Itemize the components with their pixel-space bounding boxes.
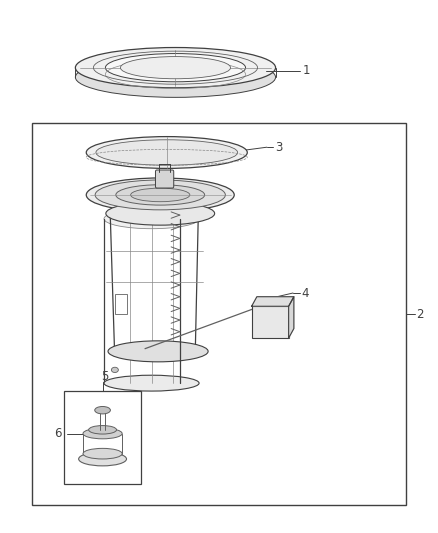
Ellipse shape bbox=[131, 188, 190, 201]
Text: 2: 2 bbox=[417, 308, 424, 321]
Text: 6: 6 bbox=[54, 427, 62, 440]
Polygon shape bbox=[289, 297, 294, 338]
Ellipse shape bbox=[88, 425, 117, 434]
Ellipse shape bbox=[95, 407, 110, 414]
Ellipse shape bbox=[104, 375, 199, 391]
Bar bbox=[64, 391, 141, 484]
Ellipse shape bbox=[104, 209, 199, 229]
Ellipse shape bbox=[96, 140, 238, 165]
Ellipse shape bbox=[108, 341, 208, 362]
Ellipse shape bbox=[111, 367, 118, 373]
Ellipse shape bbox=[95, 180, 226, 210]
Polygon shape bbox=[252, 297, 294, 306]
Text: 1: 1 bbox=[302, 64, 310, 77]
Ellipse shape bbox=[106, 53, 246, 82]
Text: 3: 3 bbox=[275, 141, 283, 154]
Ellipse shape bbox=[86, 178, 234, 212]
Bar bbox=[115, 294, 127, 314]
FancyBboxPatch shape bbox=[155, 170, 174, 188]
Ellipse shape bbox=[106, 202, 215, 225]
Ellipse shape bbox=[83, 448, 122, 459]
Ellipse shape bbox=[75, 47, 276, 88]
Ellipse shape bbox=[120, 56, 230, 79]
Ellipse shape bbox=[79, 452, 127, 466]
Ellipse shape bbox=[116, 185, 205, 205]
Ellipse shape bbox=[83, 428, 122, 439]
Bar bbox=[32, 123, 406, 505]
Text: 5: 5 bbox=[101, 370, 109, 383]
Text: 4: 4 bbox=[301, 287, 308, 300]
Ellipse shape bbox=[75, 57, 276, 98]
Ellipse shape bbox=[86, 136, 247, 168]
Bar bbox=[252, 306, 289, 338]
